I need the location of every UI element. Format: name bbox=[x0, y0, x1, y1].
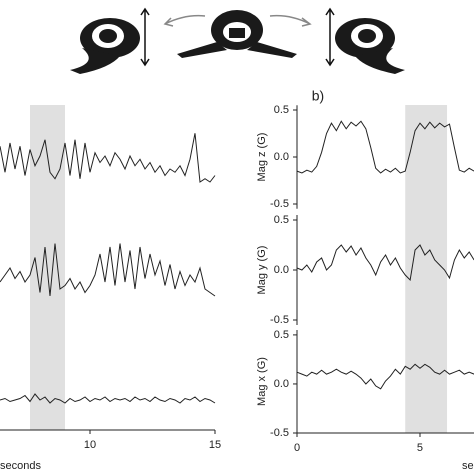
y-tick-label: -0.5 bbox=[270, 314, 289, 326]
signal-line bbox=[296, 244, 474, 282]
y-tick-label: 0.5 bbox=[274, 104, 289, 116]
penguin-illustration bbox=[70, 7, 405, 74]
signal-line bbox=[296, 120, 474, 174]
x-tick-label: 5 bbox=[417, 442, 423, 454]
signal-line bbox=[296, 363, 474, 390]
signal-line bbox=[0, 393, 216, 404]
y-tick-label: 0.0 bbox=[274, 264, 289, 276]
y-tick-label: 0.0 bbox=[274, 151, 289, 163]
signal-line bbox=[0, 243, 216, 297]
y-tick-label: 0.5 bbox=[274, 329, 289, 341]
x-tick-label: 10 bbox=[84, 439, 96, 451]
y-axis-label: Mag x (G) bbox=[256, 357, 268, 406]
y-tick-label: 0.5 bbox=[274, 214, 289, 226]
y-tick-label: -0.5 bbox=[270, 198, 289, 210]
signal-line bbox=[0, 133, 216, 183]
x-tick-label: 0 bbox=[294, 442, 300, 454]
panel-label: b) bbox=[312, 88, 324, 104]
y-axis-label: Mag z (G) bbox=[256, 133, 268, 182]
x-axis-label: seconds bbox=[0, 460, 41, 472]
x-tick-label: 15 bbox=[209, 439, 221, 451]
x-axis-label: seconds bbox=[462, 460, 474, 472]
y-tick-label: -0.5 bbox=[270, 427, 289, 439]
shade-layer bbox=[30, 105, 448, 433]
y-axis-label: Mag y (G) bbox=[256, 246, 268, 295]
y-tick-label: 0.0 bbox=[274, 378, 289, 390]
